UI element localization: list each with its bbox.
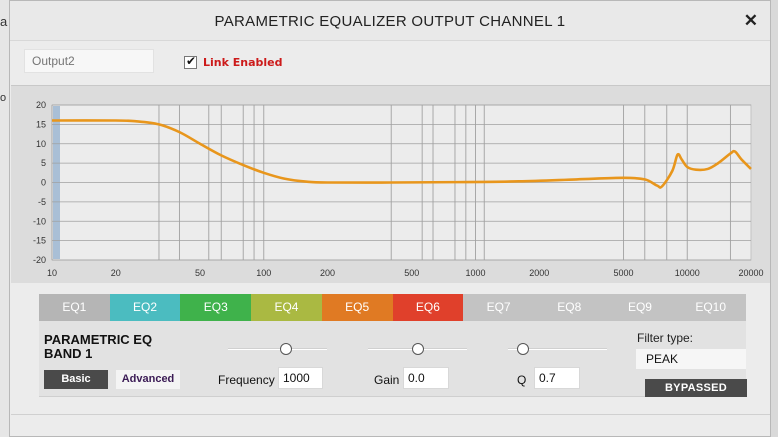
q-slider[interactable] [508, 343, 607, 355]
y-tick-label: 20 [36, 100, 46, 110]
gain-input[interactable] [403, 367, 449, 389]
band-title-line2: BAND 1 [44, 346, 93, 361]
equalizer-dialog: PARAMETRIC EQUALIZER OUTPUT CHANNEL 1 ✕ … [9, 0, 771, 437]
output-name-input[interactable] [24, 49, 154, 73]
background-text-fragment: al [0, 14, 8, 29]
background-text-fragment: o [0, 92, 7, 104]
tab-eq3[interactable]: EQ3 [180, 294, 252, 321]
x-tick-label: 500 [404, 268, 419, 278]
x-tick-label: 2000 [529, 268, 549, 278]
tab-eq5[interactable]: EQ5 [321, 294, 393, 321]
tab-eq7[interactable]: EQ7 [463, 294, 534, 321]
x-tick-label: 1000 [465, 268, 485, 278]
x-tick-label: 20 [111, 268, 121, 278]
gain-slider[interactable] [368, 343, 467, 355]
frequency-response-panel: 20 15 10 5 0 -5 -10 -15 -20 10 20 50 100 200 500 1000 20… [11, 85, 770, 283]
tab-eq8[interactable]: EQ8 [533, 294, 605, 321]
band-title: PARAMETRIC EQ BAND 1 [44, 333, 152, 361]
y-tick-label: 10 [36, 139, 46, 149]
frequency-slider-knob[interactable] [280, 343, 293, 355]
q-input[interactable] [534, 367, 580, 389]
band-title-line1: PARAMETRIC EQ [44, 332, 153, 347]
y-tick-label: 0 [41, 178, 46, 188]
q-label: Q [517, 373, 527, 387]
dialog-title: PARAMETRIC EQUALIZER OUTPUT CHANNEL 1 [214, 13, 566, 30]
basic-mode-button[interactable]: Basic [44, 370, 108, 389]
close-icon[interactable]: ✕ [743, 11, 758, 30]
response-curve [51, 119, 752, 189]
link-enabled-toggle[interactable]: Link Enabled [184, 54, 283, 69]
eq-band-tabs: EQ1 EQ2 EQ3 EQ4 EQ5 EQ6 EQ7 EQ8 EQ9 EQ10 [39, 294, 747, 321]
x-tick-label: 10000 [675, 268, 700, 278]
tab-eq10[interactable]: EQ10 [675, 294, 747, 321]
y-tick-label: 5 [41, 158, 46, 168]
x-tick-label: 20000 [738, 268, 763, 278]
x-tick-label: 100 [256, 268, 271, 278]
dialog-titlebar: PARAMETRIC EQUALIZER OUTPUT CHANNEL 1 ✕ [10, 1, 770, 41]
link-enabled-checkbox[interactable] [184, 54, 197, 69]
band-settings-panel: PARAMETRIC EQ BAND 1 Basic Advanced Freq… [39, 321, 747, 397]
y-tick-label: -10 [33, 216, 46, 226]
y-tick-label: -20 [33, 255, 46, 265]
q-slider-knob[interactable] [516, 343, 529, 355]
y-tick-label: -5 [38, 197, 46, 207]
x-tick-label: 5000 [613, 268, 633, 278]
gain-slider-knob[interactable] [411, 343, 424, 355]
tab-eq1[interactable]: EQ1 [39, 294, 110, 321]
tab-eq4[interactable]: EQ4 [251, 294, 322, 321]
x-tick-label: 50 [195, 268, 205, 278]
bypass-button[interactable]: BYPASSED [645, 379, 747, 397]
tab-eq6[interactable]: EQ6 [392, 294, 464, 321]
frequency-slider[interactable] [228, 343, 327, 355]
filter-type-select[interactable]: PEAK [636, 349, 746, 369]
frequency-input[interactable] [278, 367, 323, 389]
link-enabled-label: Link Enabled [203, 56, 283, 69]
gain-label: Gain [374, 373, 400, 387]
y-tick-label: -15 [33, 236, 46, 246]
tab-eq9[interactable]: EQ9 [604, 294, 676, 321]
background-window-edge: al o [0, 0, 9, 437]
x-tick-label: 200 [320, 268, 335, 278]
frequency-label: Frequency [218, 373, 275, 387]
tab-eq2[interactable]: EQ2 [109, 294, 181, 321]
advanced-mode-button[interactable]: Advanced [116, 370, 180, 389]
y-tick-label: 15 [36, 119, 46, 129]
x-tick-label: 10 [47, 268, 57, 278]
divider [11, 414, 770, 415]
filter-type-label: Filter type: [637, 331, 694, 345]
